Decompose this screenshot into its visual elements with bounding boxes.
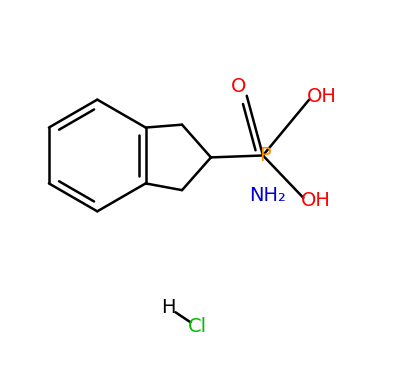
Text: NH₂: NH₂ <box>250 186 286 205</box>
Text: H: H <box>161 298 176 317</box>
Text: OH: OH <box>301 191 331 210</box>
Text: OH: OH <box>307 87 337 106</box>
Text: O: O <box>231 77 246 95</box>
Text: Cl: Cl <box>188 317 207 336</box>
Text: P: P <box>259 146 270 165</box>
